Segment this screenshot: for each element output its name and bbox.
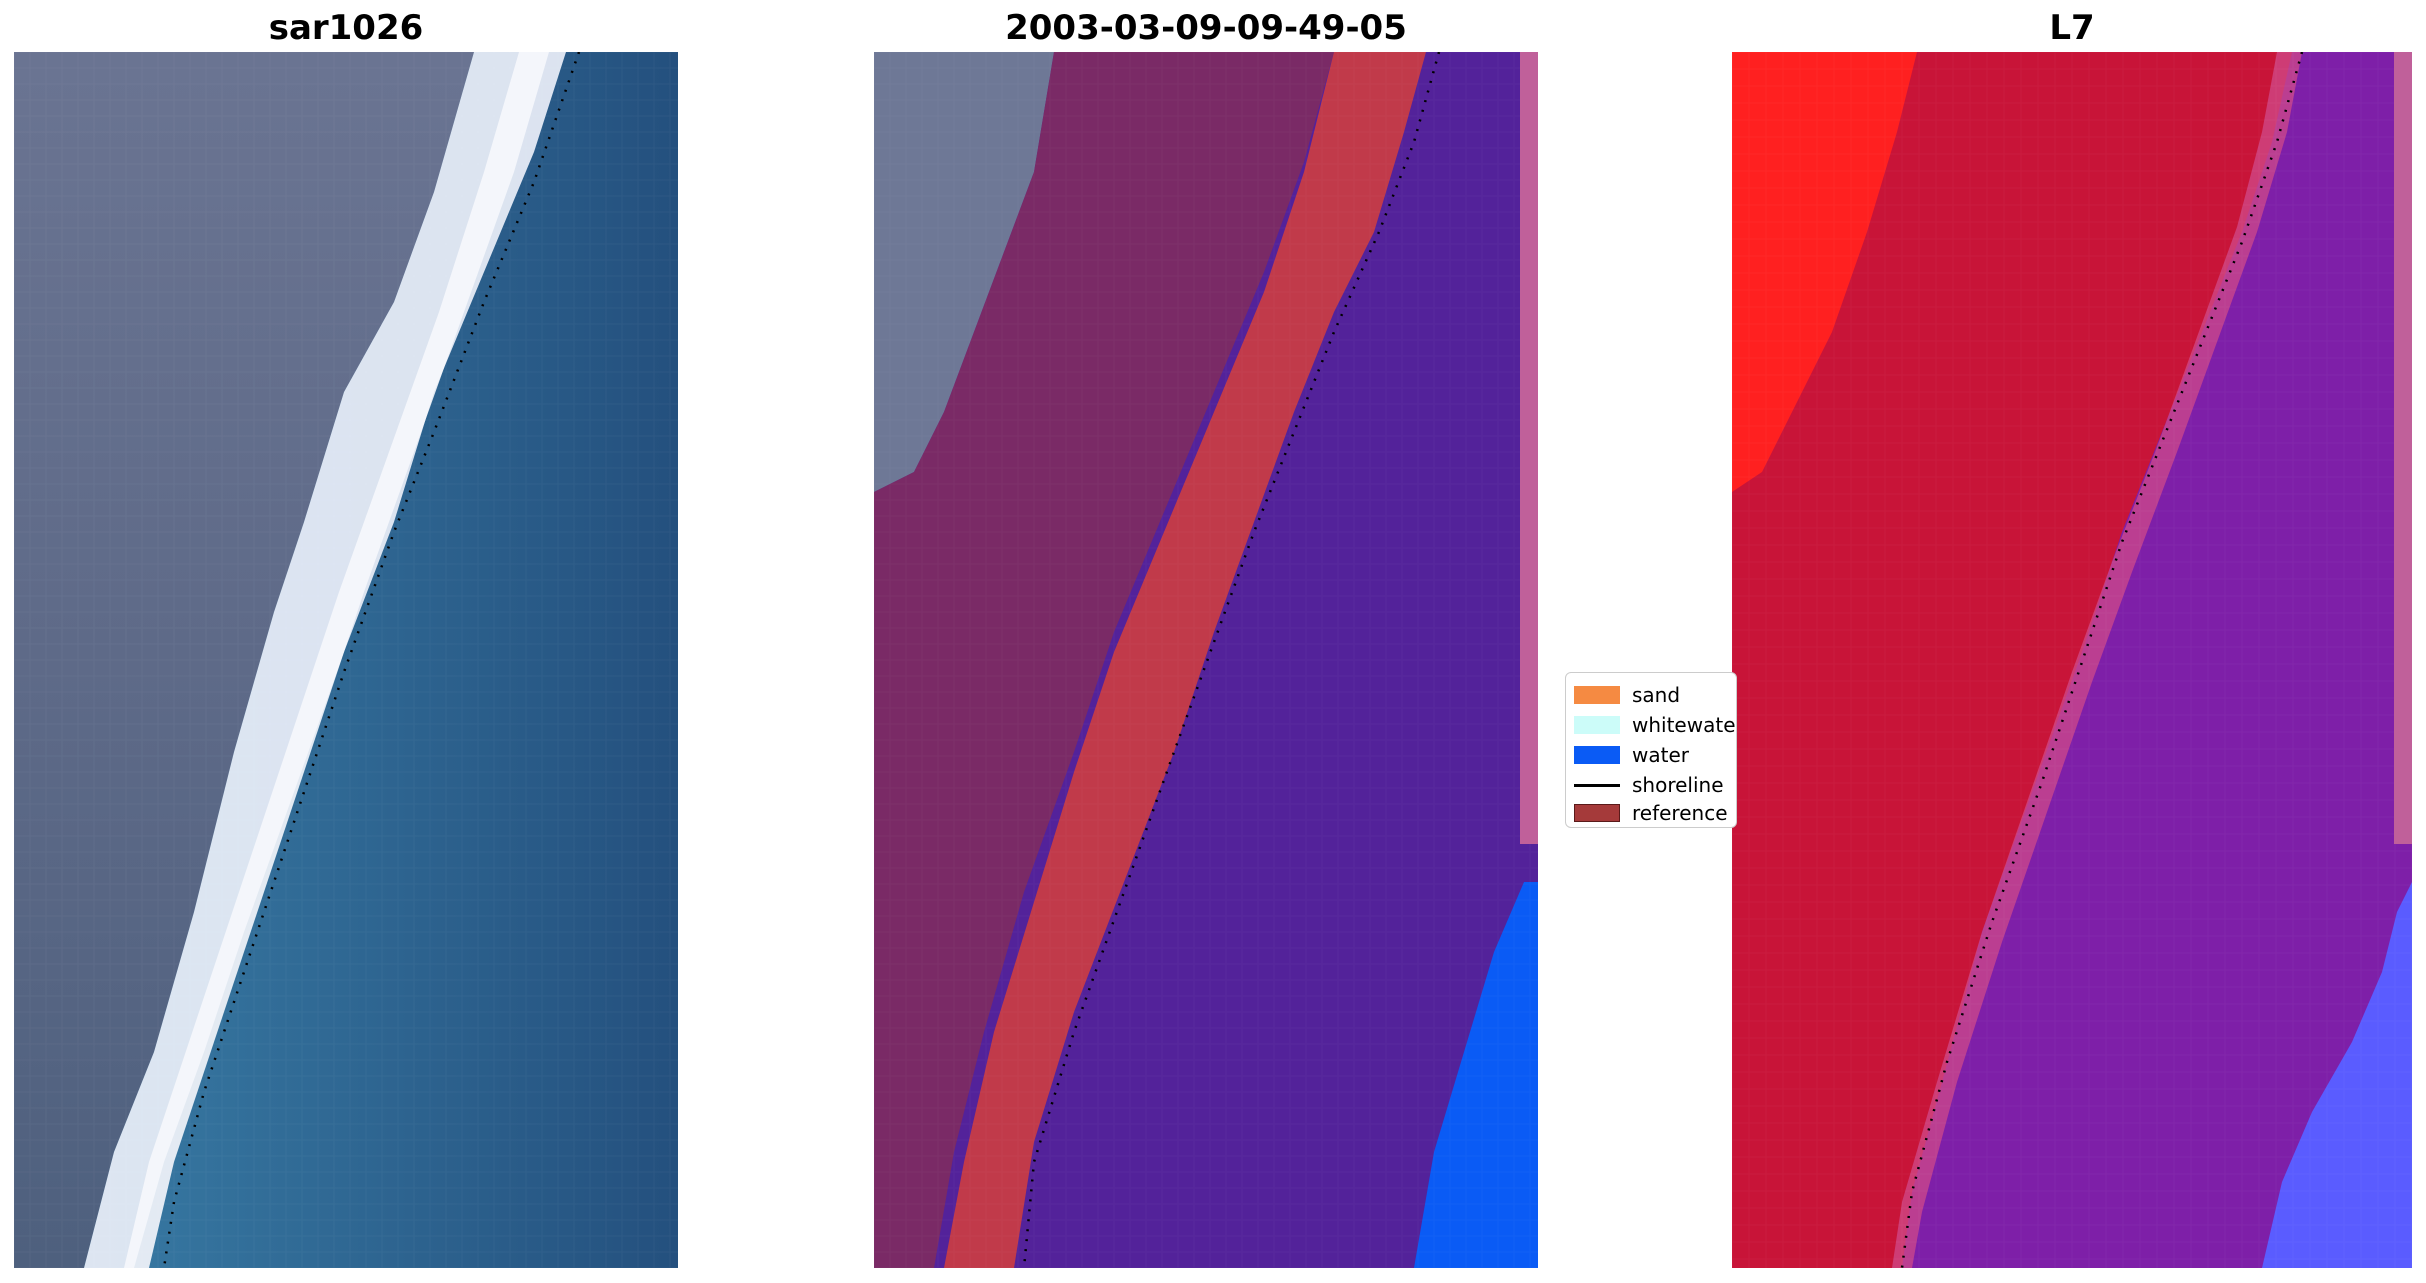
l7-image — [1732, 52, 2412, 1268]
panel-title-l7: L7 — [2049, 8, 2095, 48]
legend-label-reference: reference — [1632, 801, 1728, 825]
legend-item-sand: sand — [1566, 681, 1736, 709]
classified-image-panel — [874, 52, 1538, 1268]
legend-item-water: water — [1566, 741, 1736, 769]
classified-image — [874, 52, 1538, 1268]
legend-label-shoreline: shoreline — [1632, 773, 1724, 797]
legend: sand whitewater water shoreline referenc… — [1565, 672, 1737, 828]
rgb-image — [14, 52, 678, 1268]
whitewater-swatch — [1574, 716, 1620, 734]
right-edge-strip-l7 — [2394, 52, 2412, 844]
legend-label-whitewater: whitewater — [1632, 713, 1737, 737]
rgb-image-panel — [14, 52, 678, 1268]
reference-swatch — [1574, 804, 1620, 822]
shoreline-line-swatch — [1574, 783, 1620, 787]
shoreline — [1900, 52, 2304, 1268]
legend-item-whitewater: whitewater — [1566, 711, 1736, 739]
panel-title-classified: 2003-03-09-09-49-05 — [1005, 8, 1407, 48]
legend-item-reference: reference — [1566, 799, 1736, 827]
water-swatch — [1574, 746, 1620, 764]
right-edge-strip — [1520, 52, 1538, 844]
l7-image-panel — [1732, 52, 2412, 1268]
legend-label-sand: sand — [1632, 683, 1681, 707]
legend-item-shoreline: shoreline — [1566, 771, 1736, 799]
sand-swatch — [1574, 686, 1620, 704]
legend-label-water: water — [1632, 743, 1689, 767]
panel-title-rgb: sar1026 — [268, 8, 424, 48]
